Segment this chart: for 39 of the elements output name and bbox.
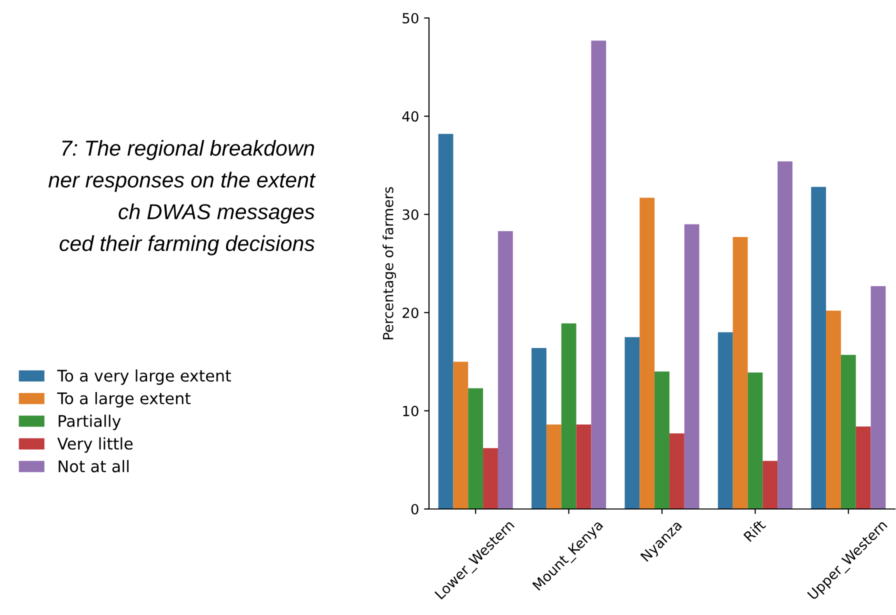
y-tick-label: 0 xyxy=(411,504,418,514)
bar xyxy=(840,354,856,509)
bar xyxy=(453,362,468,509)
bar xyxy=(532,348,546,509)
bar xyxy=(748,372,763,509)
y-axis-title: Percentage of farmers xyxy=(382,187,396,340)
bar xyxy=(654,372,670,509)
bar xyxy=(669,433,684,509)
x-tick-label: Rift xyxy=(743,518,766,542)
legend-label: Very little xyxy=(57,437,133,453)
bar xyxy=(718,332,733,509)
bar xyxy=(483,448,498,509)
bar xyxy=(870,286,886,509)
bar xyxy=(640,198,655,509)
bar xyxy=(778,161,792,509)
legend-label: To a large extent xyxy=(57,392,191,408)
bar xyxy=(546,424,562,509)
legend-label: To a very large extent xyxy=(57,369,231,385)
y-tick-label: 50 xyxy=(402,12,418,24)
bar xyxy=(624,337,640,509)
text: 7: The regional breakdown ner responses on the extent ch DWAS messages ced their farming decisions xyxy=(48,140,316,256)
bar xyxy=(576,424,592,509)
bar xyxy=(856,426,871,509)
legend-label: Partially xyxy=(58,414,121,430)
bar xyxy=(826,310,841,509)
y-tick-label: 20 xyxy=(402,308,418,318)
y-tick-label: 40 xyxy=(402,111,418,122)
bar xyxy=(732,236,748,509)
bar xyxy=(438,134,454,509)
bar xyxy=(684,224,700,509)
bar xyxy=(498,231,513,509)
y-tick-label: 30 xyxy=(402,209,418,220)
legend-label: Not at all xyxy=(58,460,129,472)
bar xyxy=(762,460,778,509)
bar xyxy=(561,323,576,509)
bar xyxy=(811,186,826,509)
bar xyxy=(468,388,484,509)
y-tick-label: 10 xyxy=(403,406,418,416)
bar xyxy=(591,40,606,509)
